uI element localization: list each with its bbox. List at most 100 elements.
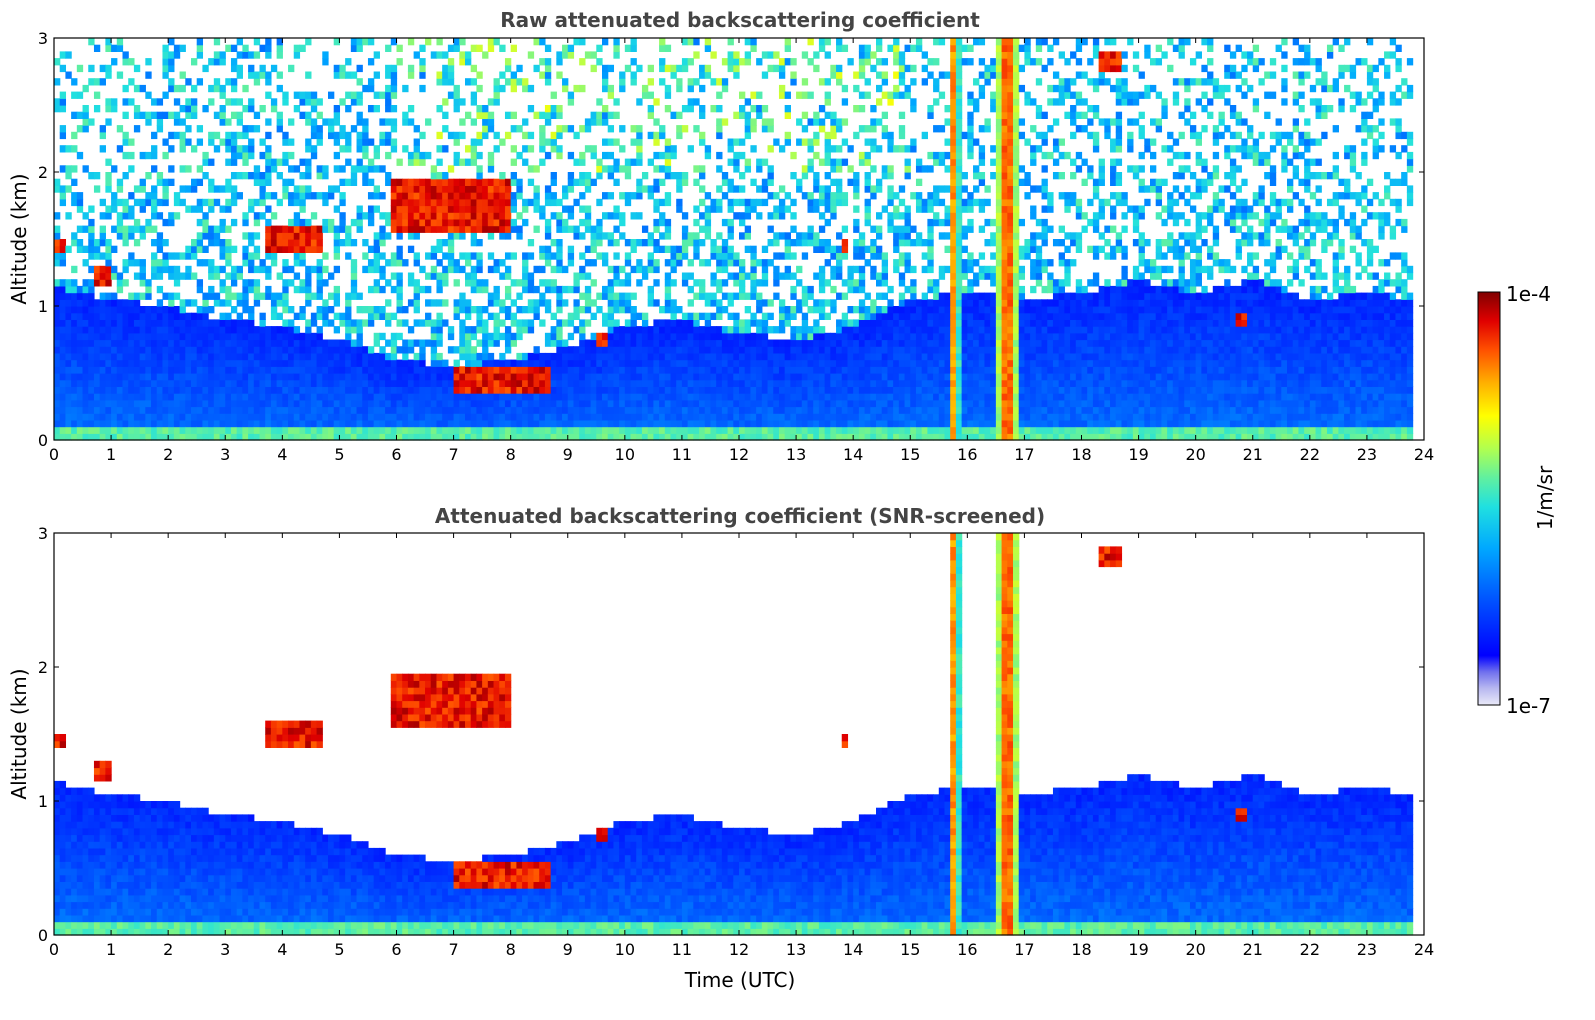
heatmap-cell (550, 239, 557, 247)
heatmap-cell (596, 366, 603, 374)
heatmap-cell (756, 386, 763, 394)
heatmap-cell (310, 98, 318, 106)
heatmap-cell (248, 265, 255, 274)
heatmap-cell (328, 339, 335, 347)
heatmap-cell (133, 332, 141, 341)
heatmap-cell (139, 312, 146, 320)
heatmap-cell (830, 366, 837, 374)
heatmap-cell (333, 426, 341, 434)
heatmap-cell (539, 71, 546, 79)
heatmap-cell (750, 433, 757, 441)
heatmap-cell (602, 359, 609, 367)
heatmap-cell (527, 366, 535, 374)
heatmap-cell (739, 58, 746, 66)
heatmap-cell (93, 359, 101, 367)
heatmap-cell (385, 406, 392, 414)
heatmap-cell (653, 433, 660, 441)
heatmap-cell (750, 178, 757, 186)
heatmap-cell (82, 299, 89, 307)
heatmap-cell (619, 339, 626, 347)
heatmap-cell (145, 326, 152, 334)
heatmap-cell (693, 386, 700, 394)
heatmap-cell (504, 78, 512, 86)
heatmap-cell (310, 145, 318, 153)
heatmap-cell (653, 393, 660, 401)
heatmap-cell (579, 433, 586, 441)
heatmap-cell (219, 285, 226, 294)
heatmap-cell (613, 306, 620, 314)
heatmap-cell (607, 393, 615, 401)
heatmap-cell (59, 406, 67, 414)
heatmap-cell (196, 433, 204, 441)
heatmap-cell (425, 185, 432, 193)
heatmap-cell (813, 346, 820, 354)
heatmap-cell (156, 426, 164, 434)
heatmap-cell (333, 245, 341, 253)
heatmap-cell (396, 373, 403, 381)
heatmap-cell (208, 373, 215, 381)
heatmap-cell (459, 379, 466, 387)
heatmap-cell (265, 332, 272, 341)
heatmap-cell (385, 379, 392, 387)
heatmap-cell (139, 279, 146, 287)
heatmap-cell (704, 406, 712, 414)
panel-raw: Raw attenuated backscattering coefficien… (7, 8, 1434, 464)
heatmap-cell (350, 413, 358, 421)
heatmap-cell (602, 319, 609, 327)
heatmap-cell (59, 198, 67, 207)
heatmap-cell (65, 413, 72, 421)
heatmap-cell (801, 299, 809, 307)
heatmap-cell (396, 198, 403, 207)
heatmap-cell (727, 352, 734, 361)
heatmap-cell (339, 399, 346, 408)
heatmap-cell (396, 306, 403, 314)
heatmap-cell (356, 386, 363, 394)
heatmap-cell (65, 359, 72, 367)
heatmap-cell (54, 326, 61, 334)
heatmap-cell (687, 145, 694, 153)
heatmap-cell (476, 406, 483, 414)
heatmap-cell (699, 359, 706, 367)
heatmap-cell (476, 319, 483, 327)
heatmap-cell (345, 346, 352, 354)
heatmap-cell (390, 312, 398, 320)
heatmap-cell (259, 373, 266, 381)
heatmap-cell (202, 245, 209, 253)
heatmap-cell (739, 413, 746, 421)
heatmap-cell (282, 245, 289, 253)
heatmap-cell (213, 299, 221, 307)
heatmap-cell (790, 285, 797, 294)
heatmap-cell (265, 326, 272, 334)
heatmap-cell (487, 413, 495, 421)
heatmap-cell (339, 379, 346, 387)
heatmap-cell (664, 158, 672, 166)
heatmap-cell (579, 393, 586, 401)
heatmap-cell (533, 413, 540, 421)
heatmap-cell (316, 373, 323, 381)
heatmap-cell (213, 131, 221, 140)
heatmap-cell (151, 198, 158, 207)
heatmap-cell (619, 279, 626, 287)
heatmap-cell (339, 346, 346, 354)
heatmap-cell (607, 279, 615, 287)
heatmap-cell (407, 399, 415, 408)
heatmap-cell (208, 292, 215, 300)
heatmap-cell (379, 419, 386, 428)
heatmap-cell (613, 44, 620, 52)
heatmap-cell (362, 125, 369, 133)
heatmap-cell (801, 232, 809, 240)
heatmap-cell (790, 366, 797, 374)
heatmap-cell (179, 185, 186, 193)
heatmap-cell (162, 319, 169, 327)
heatmap-cell (716, 245, 723, 253)
heatmap-cell (299, 239, 306, 247)
heatmap-cell (590, 433, 597, 441)
heatmap-cell (790, 272, 797, 280)
heatmap-cell (116, 393, 124, 401)
heatmap-cell (242, 346, 249, 354)
heatmap-cell (196, 285, 204, 294)
heatmap-cell (191, 145, 198, 153)
heatmap-cell (727, 386, 734, 394)
heatmap-cell (699, 259, 706, 267)
heatmap-cell (504, 285, 512, 294)
